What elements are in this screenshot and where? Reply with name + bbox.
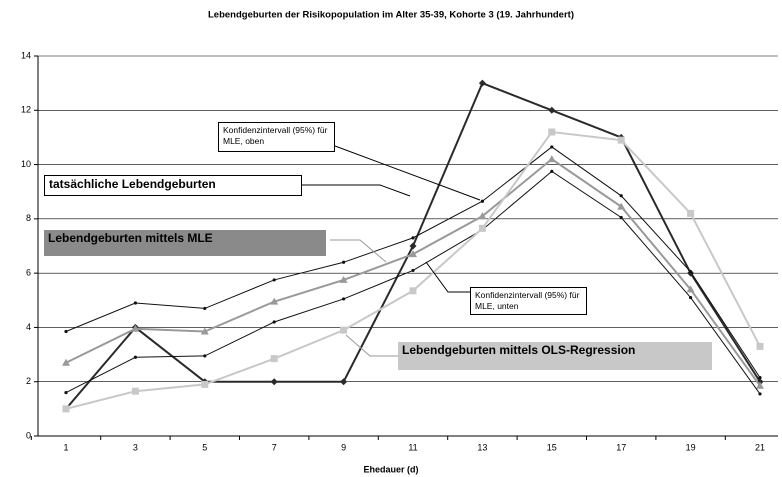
- y-tick-label: 14: [21, 50, 31, 60]
- marker: [409, 250, 417, 258]
- marker: [689, 295, 693, 300]
- marker: [687, 209, 695, 217]
- marker: [270, 297, 279, 305]
- marker: [340, 378, 348, 386]
- marker: [270, 378, 278, 386]
- x-tick-label: 3: [133, 442, 138, 452]
- series-label: tatsächliche Lebendgeburten: [44, 175, 302, 196]
- marker: [272, 320, 276, 324]
- marker: [686, 285, 695, 293]
- marker: [411, 268, 415, 273]
- marker: [548, 128, 556, 136]
- marker: [133, 301, 137, 305]
- leader-line: [425, 261, 470, 293]
- y-tick-label: 8: [26, 213, 31, 223]
- x-tick-label: 15: [547, 442, 557, 452]
- x-tick-label: 5: [202, 442, 207, 452]
- leader-line: [302, 184, 411, 197]
- marker: [478, 224, 486, 232]
- y-tick-label: 2: [26, 376, 31, 386]
- leader-line: [345, 334, 398, 357]
- x-tick-label: 9: [341, 442, 346, 452]
- marker: [478, 79, 486, 87]
- marker: [409, 242, 417, 250]
- marker: [62, 358, 70, 366]
- marker: [203, 306, 207, 311]
- marker: [617, 202, 626, 210]
- marker: [64, 329, 68, 334]
- chart-title: Lebendgeburten der Risikopopulation im A…: [208, 10, 574, 21]
- marker: [201, 380, 209, 388]
- marker: [339, 275, 348, 283]
- marker: [689, 270, 693, 274]
- y-tick-label: 4: [26, 322, 31, 332]
- y-tick-label: 6: [26, 268, 31, 278]
- marker: [340, 326, 348, 334]
- marker: [758, 392, 762, 396]
- x-tick-label: 13: [477, 442, 487, 452]
- marker: [203, 354, 207, 358]
- marker: [619, 215, 623, 220]
- marker: [756, 381, 764, 389]
- series-label: Lebendgeburten mittels OLS-Regression: [398, 342, 712, 370]
- marker: [480, 199, 484, 203]
- marker: [411, 236, 415, 240]
- marker: [409, 287, 417, 295]
- x-tick-label: 11: [408, 442, 417, 452]
- series-label: Konfidenzintervall (95%) für MLE, unten: [470, 287, 587, 315]
- marker: [200, 327, 209, 335]
- series-label: Konfidenzintervall (95%) für MLE, oben: [218, 122, 335, 152]
- marker: [548, 106, 556, 114]
- marker: [272, 278, 276, 282]
- leader-line: [334, 145, 481, 201]
- marker: [550, 145, 554, 149]
- marker: [619, 194, 623, 198]
- marker: [342, 260, 346, 264]
- marker: [547, 155, 556, 163]
- marker: [478, 212, 487, 220]
- marker: [342, 297, 346, 301]
- x-axis-label: Ehedauer (d): [363, 464, 418, 474]
- y-tick-label: 10: [21, 159, 31, 169]
- marker: [64, 390, 68, 395]
- leader-line: [330, 239, 387, 263]
- marker: [270, 355, 278, 363]
- x-tick-label: 7: [272, 442, 277, 452]
- x-tick-label: 17: [616, 442, 626, 452]
- marker: [617, 136, 625, 144]
- x-tick-label: 19: [686, 442, 696, 452]
- marker: [131, 324, 140, 332]
- marker: [62, 405, 70, 413]
- y-tick-label: 0: [26, 430, 31, 440]
- x-tick-label: 1: [63, 442, 68, 452]
- x-tick-label: 21: [755, 442, 765, 452]
- marker: [131, 387, 139, 395]
- y-tick-label: 12: [21, 105, 31, 115]
- marker: [756, 342, 764, 350]
- marker: [758, 376, 762, 380]
- marker: [133, 355, 137, 359]
- marker: [550, 169, 554, 173]
- series-label: Lebendgeburten mittels MLE: [44, 230, 326, 256]
